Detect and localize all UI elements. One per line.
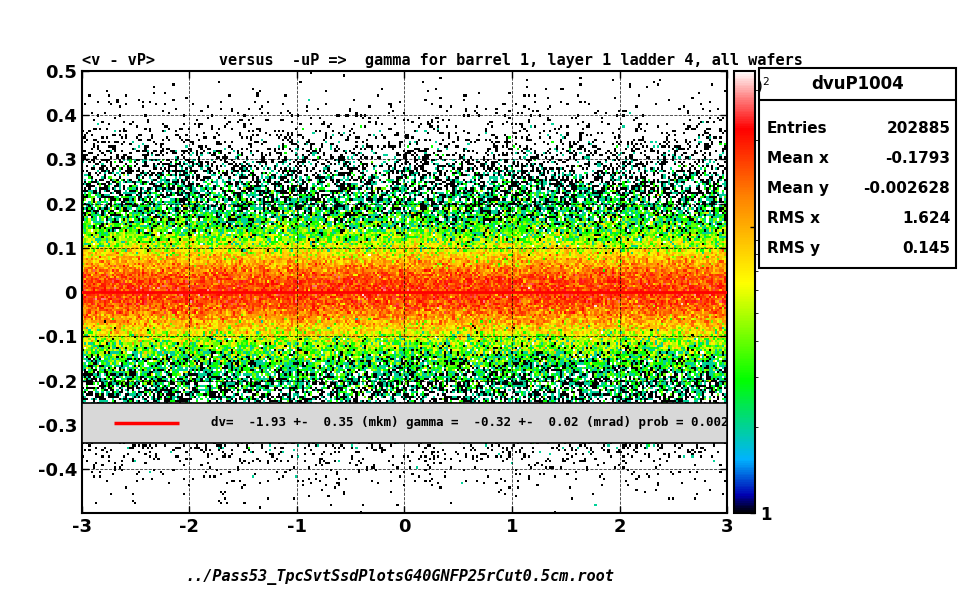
- Text: dvuP1004: dvuP1004: [811, 75, 904, 93]
- Text: Entries: Entries: [767, 120, 827, 136]
- Text: ../Pass53_TpcSvtSsdPlotsG40GNFP25rCut0.5cm.root: ../Pass53_TpcSvtSsdPlotsG40GNFP25rCut0.5…: [185, 569, 614, 585]
- Text: $)^2$: $)^2$: [756, 75, 769, 96]
- Text: 202885: 202885: [886, 120, 950, 136]
- Text: -0.002628: -0.002628: [864, 181, 950, 196]
- Text: RMS y: RMS y: [767, 241, 820, 256]
- Text: Mean y: Mean y: [767, 181, 829, 196]
- Bar: [82, 402, 727, 442]
- Text: 0.145: 0.145: [902, 241, 950, 256]
- Text: 1.624: 1.624: [902, 211, 950, 226]
- Text: Mean x: Mean x: [767, 150, 828, 166]
- Text: dv=  -1.93 +-  0.35 (mkm) gamma =  -0.32 +-  0.02 (mrad) prob = 0.002: dv= -1.93 +- 0.35 (mkm) gamma = -0.32 +-…: [211, 416, 728, 429]
- Text: RMS x: RMS x: [767, 211, 820, 226]
- Text: -0.1793: -0.1793: [885, 150, 950, 166]
- Text: <v - vP>       versus  -uP =>  gamma for barrel 1, layer 1 ladder 4, all wafers: <v - vP> versus -uP => gamma for barrel …: [82, 53, 803, 68]
- FancyBboxPatch shape: [759, 68, 956, 268]
